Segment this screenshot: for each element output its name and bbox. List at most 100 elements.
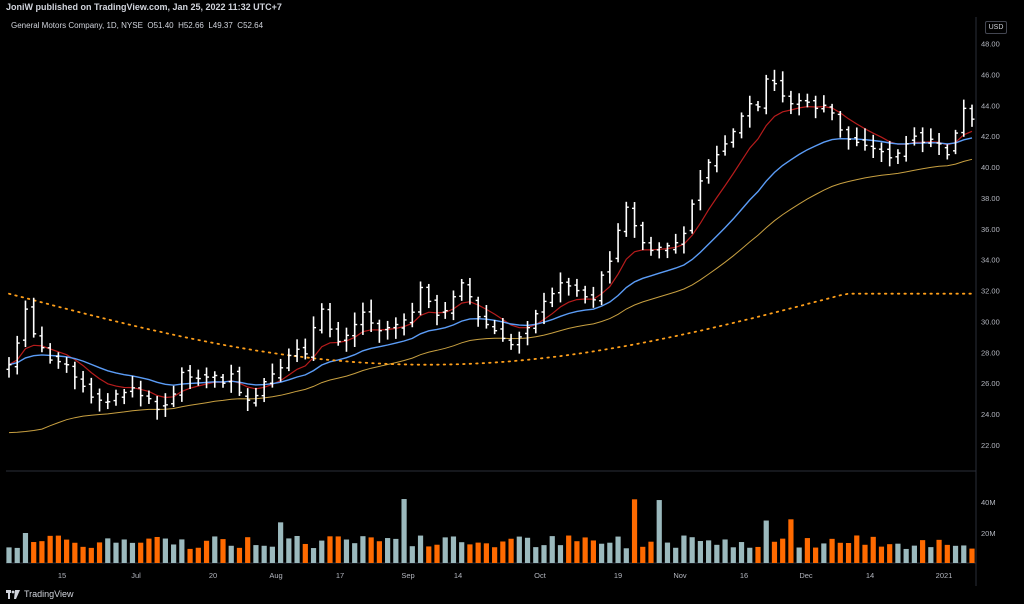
legend-close-label: C bbox=[237, 21, 244, 30]
volume-bar bbox=[500, 541, 506, 563]
volume-bar bbox=[631, 499, 638, 563]
volume-bar bbox=[870, 536, 876, 563]
volume-bar bbox=[829, 538, 835, 563]
volume-bar bbox=[780, 538, 786, 563]
ohlc-bar bbox=[574, 278, 580, 297]
ohlc-bar bbox=[286, 348, 292, 372]
time-tick-label: 2021 bbox=[936, 571, 953, 580]
volume-bar bbox=[475, 542, 481, 563]
ohlc-bar bbox=[878, 142, 884, 163]
price-tick-label: 30.00 bbox=[981, 317, 1000, 326]
volume-bar bbox=[747, 547, 753, 563]
volume-bar bbox=[492, 547, 498, 563]
time-tick-label: 14 bbox=[454, 571, 462, 580]
volume-bar bbox=[722, 539, 728, 563]
ohlc-bar bbox=[434, 294, 440, 326]
ohlc-bar bbox=[706, 159, 712, 184]
volume-bar bbox=[961, 545, 967, 563]
ohlc-bar bbox=[673, 233, 679, 254]
volume-bar bbox=[393, 538, 399, 563]
price-tick-label: 28.00 bbox=[981, 348, 1000, 357]
volume-pane bbox=[6, 499, 975, 563]
ohlc-bar bbox=[862, 128, 868, 151]
ohlc-bar bbox=[327, 302, 333, 338]
ohlc-bar bbox=[171, 385, 177, 408]
ohlc-bar bbox=[549, 287, 555, 308]
volume-tick-label: 20M bbox=[981, 529, 996, 538]
ohlc-bar bbox=[113, 389, 119, 406]
ohlc-bar bbox=[870, 134, 876, 158]
volume-bar bbox=[969, 548, 975, 563]
legend-low: 49.37 bbox=[212, 21, 233, 30]
ohlc-bar bbox=[730, 128, 736, 148]
time-axis[interactable]: 15 Jul 20 Aug 17 Sep 14 Oct 19 Nov 16 Dec 14 2021 bbox=[58, 571, 953, 580]
volume-bar bbox=[286, 538, 292, 563]
ohlc-series bbox=[6, 69, 975, 420]
volume-bar bbox=[837, 542, 843, 563]
price-axis[interactable]: 48.00 46.00 44.00 42.00 40.00 38.00 36.00 34.00… bbox=[981, 40, 1000, 451]
volume-bar bbox=[845, 542, 852, 563]
volume-bar bbox=[640, 546, 646, 563]
time-tick-label: 19 bbox=[614, 571, 622, 580]
volume-bar bbox=[228, 545, 234, 563]
ohlc-bar bbox=[179, 367, 185, 402]
ohlc-bar bbox=[401, 313, 407, 336]
ohlc-bar bbox=[261, 378, 267, 403]
volume-bar bbox=[105, 538, 111, 563]
volume-bar bbox=[648, 541, 654, 563]
ohlc-bar bbox=[319, 303, 325, 334]
ohlc-bar bbox=[854, 127, 860, 147]
tradingview-logo[interactable]: TradingView bbox=[6, 589, 74, 599]
volume-bar bbox=[566, 535, 572, 563]
currency-label[interactable]: USD bbox=[985, 21, 1007, 34]
chart-frame[interactable]: 48.00 46.00 44.00 42.00 40.00 38.00 36.00 34.00… bbox=[0, 17, 1024, 586]
ohlc-bar bbox=[590, 286, 596, 308]
volume-bar bbox=[195, 547, 201, 563]
legend-open: 51.40 bbox=[153, 21, 174, 30]
ohlc-bar bbox=[245, 388, 251, 412]
ohlc-bar bbox=[14, 335, 20, 375]
volume-bar bbox=[253, 545, 259, 563]
volume-bar bbox=[928, 547, 934, 563]
ohlc-bar bbox=[368, 299, 374, 332]
volume-bar bbox=[623, 548, 629, 563]
ohlc-bar bbox=[39, 326, 45, 353]
volume-bar bbox=[590, 540, 596, 563]
volume-bar bbox=[187, 548, 193, 563]
volume-axis[interactable]: 40M 20M bbox=[981, 498, 996, 538]
ohlc-bar bbox=[516, 331, 522, 354]
volume-bar bbox=[450, 536, 457, 563]
volume-bar bbox=[944, 544, 950, 563]
time-tick-label: 15 bbox=[58, 571, 66, 580]
volume-bar bbox=[434, 544, 440, 563]
volume-bar bbox=[171, 544, 177, 563]
ohlc-bar bbox=[475, 296, 481, 327]
volume-bar bbox=[39, 541, 45, 563]
ohlc-bar bbox=[72, 361, 78, 390]
ohlc-bar bbox=[154, 395, 160, 420]
ohlc-bar bbox=[928, 128, 934, 148]
volume-bar bbox=[854, 535, 860, 563]
volume-bar bbox=[352, 543, 358, 563]
time-tick-label: Sep bbox=[401, 571, 414, 580]
volume-bar bbox=[730, 547, 736, 563]
ohlc-bar bbox=[393, 317, 399, 339]
ohlc-bar bbox=[129, 375, 135, 398]
ohlc-bar bbox=[450, 290, 456, 321]
volume-bar bbox=[459, 542, 465, 563]
volume-bar bbox=[343, 539, 350, 563]
publisher-line: JoniW published on TradingView.com, Jan … bbox=[6, 2, 282, 12]
ohlc-bar bbox=[97, 388, 103, 412]
ohlc-bar bbox=[780, 71, 786, 103]
ohlc-bar bbox=[582, 285, 588, 304]
volume-bar bbox=[121, 539, 127, 563]
ohlc-bar bbox=[648, 236, 654, 256]
volume-bar bbox=[714, 544, 720, 563]
volume-bar bbox=[261, 545, 267, 563]
ohlc-bar bbox=[269, 363, 275, 388]
price-chart[interactable]: 48.00 46.00 44.00 42.00 40.00 38.00 36.00 34.00… bbox=[0, 17, 1024, 586]
price-tick-label: 26.00 bbox=[981, 379, 1000, 388]
price-tick-label: 24.00 bbox=[981, 410, 1000, 419]
volume-bar bbox=[360, 536, 366, 563]
volume-bar bbox=[409, 546, 415, 563]
